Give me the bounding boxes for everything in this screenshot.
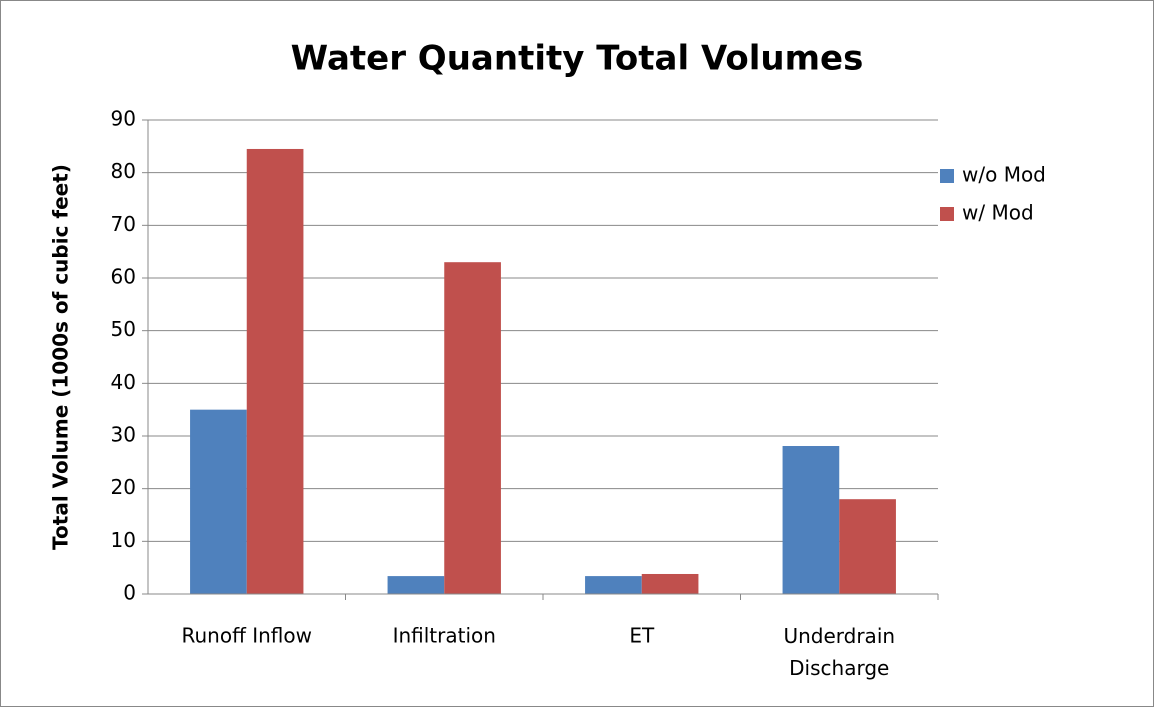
y-tick-label: 90 xyxy=(111,107,136,131)
chart-title: Water Quantity Total Volumes xyxy=(291,39,864,79)
y-tick-label: 50 xyxy=(111,317,136,341)
bar xyxy=(246,148,304,594)
y-axis-label: Total Volume (1000s of cubic feet) xyxy=(49,164,73,550)
y-tick-label: 10 xyxy=(111,528,136,552)
legend-swatch xyxy=(940,207,954,221)
legend-label: w/o Mod xyxy=(962,163,1046,187)
bar xyxy=(641,573,699,594)
x-tick-label: Infiltration xyxy=(393,624,496,648)
bar xyxy=(839,499,896,594)
y-tick-label: 0 xyxy=(123,581,136,605)
bar xyxy=(585,576,642,594)
x-tick-label: Underdrain Discharge xyxy=(783,624,895,680)
y-tick-label: 60 xyxy=(111,265,136,289)
bar xyxy=(444,262,501,594)
bar xyxy=(387,576,445,594)
x-tick-label: ET xyxy=(629,624,655,648)
legend-label: w/ Mod xyxy=(962,201,1034,225)
y-tick-label: 20 xyxy=(111,475,136,499)
y-tick-label: 70 xyxy=(111,212,136,236)
y-tick-label: 80 xyxy=(111,159,136,183)
y-tick-label: 30 xyxy=(111,423,136,447)
x-tick-label: Runoff Inflow xyxy=(182,624,313,648)
bar xyxy=(782,446,840,594)
bar xyxy=(190,409,247,594)
y-tick-label: 40 xyxy=(111,370,136,394)
legend-swatch xyxy=(940,169,954,183)
